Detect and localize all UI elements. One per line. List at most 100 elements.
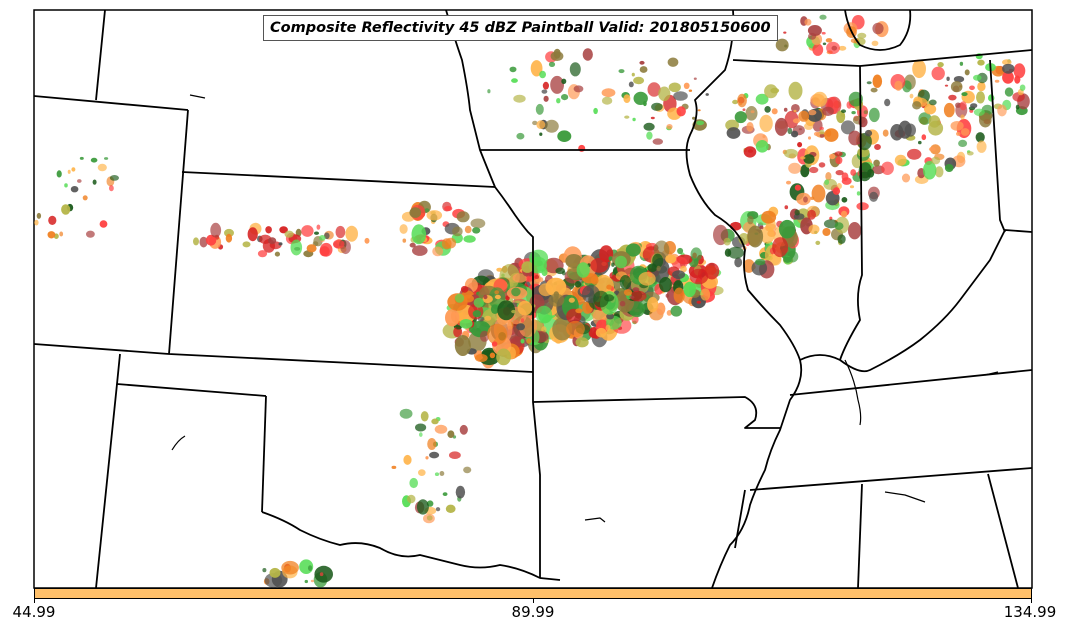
echo-blob	[526, 338, 532, 344]
echo-blob	[819, 129, 825, 135]
echo-blob	[764, 106, 771, 113]
echo-blob	[47, 231, 56, 239]
echo-blob	[824, 179, 830, 185]
echo-blob	[825, 172, 832, 181]
echo-blob	[633, 76, 645, 85]
lake-tennessee	[884, 491, 926, 503]
echo-blob	[333, 239, 345, 249]
echo-blob	[727, 246, 744, 259]
echo-blob	[835, 170, 844, 176]
echo-blob	[432, 246, 444, 257]
echo-blob	[825, 129, 832, 137]
echo-blob	[750, 110, 755, 114]
echo-blob	[483, 294, 488, 300]
echo-blob	[420, 411, 429, 422]
echo-blob	[548, 61, 556, 67]
echo-blob	[977, 59, 985, 66]
echo-blob	[668, 82, 681, 93]
echo-blob	[822, 228, 831, 236]
echo-blob	[474, 354, 488, 362]
echo-blob	[964, 69, 970, 76]
echo-blob	[284, 230, 294, 238]
echo-blob	[314, 231, 319, 235]
echo-blob	[92, 179, 97, 185]
echo-blob	[512, 273, 528, 283]
echo-blob	[775, 38, 789, 52]
echo-blob	[576, 262, 590, 278]
echo-blob	[1019, 84, 1026, 91]
echo-blob	[1002, 71, 1014, 84]
echo-blob	[535, 278, 541, 283]
echo-blob	[304, 579, 308, 584]
colorbar-label-mid: 89.99	[511, 603, 555, 621]
echo-blob	[764, 84, 778, 99]
echo-blob	[688, 89, 693, 92]
echo-blob	[535, 103, 544, 115]
echo-blob	[539, 70, 546, 79]
echo-blob	[70, 186, 79, 193]
echo-blob	[619, 300, 626, 307]
echo-blob	[487, 89, 491, 94]
echo-blob	[569, 62, 581, 77]
echo-blob	[755, 258, 766, 266]
echo-blob	[677, 247, 684, 255]
echo-blob	[950, 121, 964, 131]
echo-blob	[427, 438, 437, 450]
echo-blob	[959, 61, 964, 66]
echo-blob	[841, 197, 848, 203]
echo-blob	[473, 297, 484, 308]
echo-blob	[770, 254, 782, 266]
echo-blob	[511, 309, 516, 314]
echo-blob	[953, 76, 965, 83]
echo-blob	[944, 84, 949, 87]
echo-blob	[822, 42, 827, 46]
echo-blob	[857, 32, 867, 39]
echo-blob	[700, 288, 711, 301]
echo-blob	[550, 51, 564, 61]
echo-blob	[851, 111, 856, 115]
echo-blob	[959, 101, 967, 111]
echo-blob	[760, 226, 775, 244]
echo-blob	[692, 116, 696, 120]
echo-blob	[898, 120, 912, 139]
echo-blob	[929, 99, 937, 106]
echo-blob	[835, 156, 843, 165]
echo-blob	[761, 210, 777, 224]
echo-blob	[734, 257, 743, 268]
colorbar	[34, 588, 1032, 599]
echo-blob	[977, 81, 986, 92]
echo-blob	[808, 136, 811, 140]
echo-blob	[77, 179, 82, 183]
echo-blob	[205, 234, 217, 246]
echo-blob	[665, 254, 677, 264]
echo-blob	[881, 161, 894, 175]
echo-blob	[494, 290, 500, 295]
echo-blob	[884, 98, 891, 107]
echo-blob	[548, 293, 565, 307]
echo-blob	[659, 277, 672, 293]
echo-blob	[454, 335, 471, 356]
echo-blob	[619, 275, 632, 290]
echo-blob	[550, 75, 564, 94]
echo-blob	[973, 74, 982, 81]
echo-blob	[841, 177, 852, 185]
border-in-oh	[989, 59, 1006, 233]
echo-blob	[759, 225, 764, 230]
echo-blob	[56, 170, 62, 178]
echo-blob	[497, 300, 516, 321]
echo-blob	[608, 256, 613, 261]
echo-blob	[794, 209, 800, 216]
echo-blob	[783, 256, 792, 263]
echo-blob	[778, 219, 796, 239]
echo-blob	[692, 252, 697, 259]
echo-blob	[426, 210, 443, 221]
echo-blob	[568, 297, 575, 303]
echo-blob	[950, 81, 963, 93]
colorbar-tick-mid	[533, 599, 534, 603]
echo-blob	[423, 513, 435, 524]
echo-blob	[623, 289, 633, 296]
echo-blob	[463, 235, 476, 243]
echo-blob	[71, 167, 76, 172]
echo-blob	[535, 305, 553, 324]
echo-blob	[956, 131, 961, 136]
